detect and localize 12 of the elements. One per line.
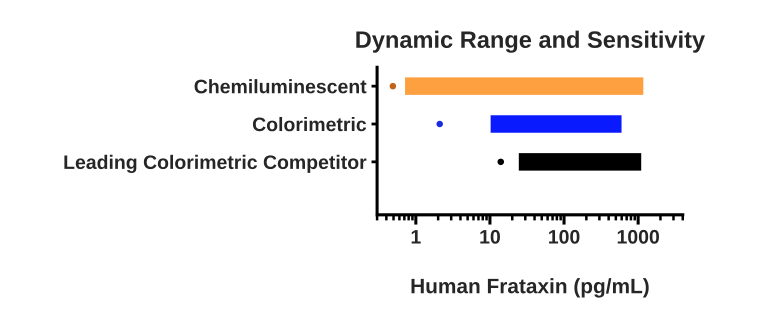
y-tick-label: Leading Colorimetric Competitor xyxy=(64,154,366,174)
bar xyxy=(489,114,623,134)
chart-title: Dynamic Range and Sensitivity xyxy=(356,30,705,53)
x-tick-label: 10 xyxy=(480,230,500,244)
bar xyxy=(404,76,645,96)
x-axis-title: Human Frataxin (pg/mL) xyxy=(412,278,649,298)
x-tick-label: 100 xyxy=(549,230,580,244)
y-tick-label: Colorimetric xyxy=(252,116,366,132)
bar xyxy=(517,152,643,172)
x-tick-label: 1 xyxy=(412,230,421,244)
y-tick-label: Chemiluminescent xyxy=(194,79,366,94)
x-tick-label: 1000 xyxy=(618,230,659,244)
